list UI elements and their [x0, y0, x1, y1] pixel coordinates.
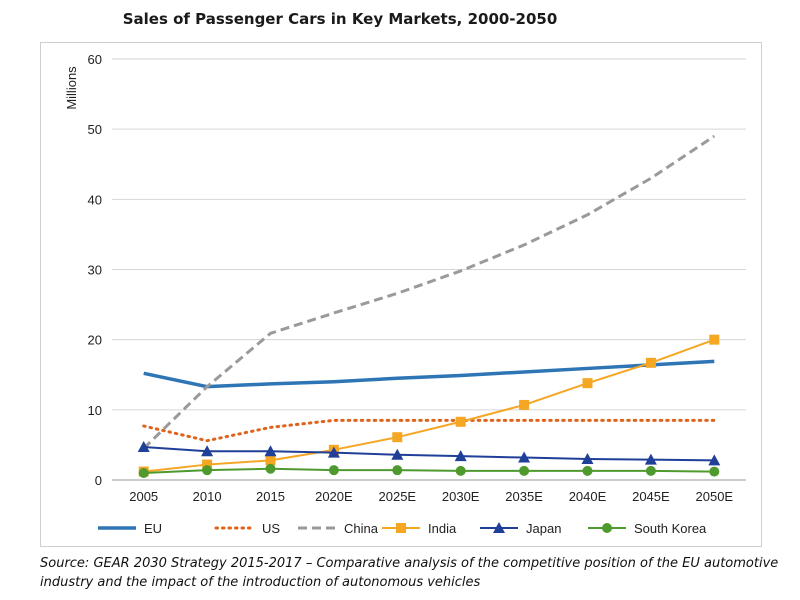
data-point — [645, 465, 656, 476]
series-line — [143, 338, 715, 473]
data-point — [328, 465, 339, 476]
legend-item: India — [382, 521, 457, 536]
data-point — [264, 445, 277, 457]
y-axis-ticks: 0 10 20 30 40 50 60 — [88, 52, 102, 488]
data-point — [137, 441, 150, 453]
legend-label: Japan — [526, 521, 561, 536]
legend-item: EU — [98, 521, 162, 536]
y-tick-label: 50 — [88, 122, 102, 137]
y-axis-label: Millions — [64, 66, 79, 110]
data-point — [265, 463, 276, 474]
data-point — [709, 334, 720, 345]
source-note: Source: GEAR 2030 Strategy 2015-2017 – C… — [40, 556, 779, 590]
series-china — [142, 134, 716, 450]
data-point — [265, 455, 276, 466]
legend-item: Japan — [480, 521, 561, 536]
data-point — [645, 357, 656, 368]
data-point — [581, 452, 594, 464]
series-eu — [143, 359, 715, 389]
data-point — [708, 454, 721, 466]
data-point — [327, 446, 340, 458]
legend-label: South Korea — [634, 521, 707, 536]
legend-item: South Korea — [588, 521, 707, 536]
data-point — [392, 465, 403, 476]
legend-label: India — [428, 521, 457, 536]
y-tick-label: 40 — [88, 192, 102, 207]
series-line — [142, 418, 716, 443]
data-point — [454, 450, 467, 462]
y-tick-label: 10 — [88, 403, 102, 418]
series-line — [142, 134, 716, 450]
grid-lines — [112, 58, 746, 481]
data-point — [582, 378, 593, 389]
x-tick-label: 2010 — [193, 489, 222, 504]
data-point — [519, 465, 530, 476]
x-tick-label: 2005 — [129, 489, 158, 504]
legend-marker — [602, 523, 612, 533]
data-point — [455, 465, 466, 476]
x-tick-label: 2050E — [696, 489, 734, 504]
legend-label: US — [262, 521, 280, 536]
chart-frame — [40, 42, 762, 547]
line-chart: 0 10 20 30 40 50 60 2005 2010 2015 2020E 2025E 2030… — [64, 52, 746, 536]
legend: EU US China India Japan South Korea — [98, 521, 707, 536]
x-tick-label: 2045E — [632, 489, 670, 504]
y-tick-label: 60 — [88, 52, 102, 67]
legend-marker — [396, 523, 406, 533]
data-point — [455, 416, 466, 427]
x-tick-label: 2035E — [505, 489, 543, 504]
data-point — [202, 459, 213, 470]
data-point — [201, 445, 214, 457]
series-south-korea — [138, 463, 720, 478]
chart-title: Sales of Passenger Cars in Key Markets, … — [122, 10, 558, 28]
series-us — [142, 418, 716, 443]
series-line — [143, 446, 715, 462]
legend-label: China — [344, 521, 379, 536]
y-tick-label: 30 — [88, 263, 102, 278]
data-point — [391, 448, 404, 460]
data-point — [582, 465, 593, 476]
data-point — [644, 453, 657, 465]
x-tick-label: 2015 — [256, 489, 285, 504]
x-tick-label: 2020E — [315, 489, 353, 504]
series-layer — [137, 134, 721, 478]
x-tick-label: 2040E — [569, 489, 607, 504]
series-line — [143, 467, 715, 474]
x-tick-label: 2030E — [442, 489, 480, 504]
data-point — [518, 451, 531, 463]
legend-label: EU — [144, 521, 162, 536]
y-tick-label: 20 — [88, 333, 102, 348]
data-point — [202, 465, 213, 476]
data-point — [519, 399, 530, 410]
data-point — [392, 432, 403, 443]
data-point — [709, 466, 720, 477]
series-line — [143, 359, 715, 389]
data-point — [138, 467, 149, 478]
legend-item: China — [298, 521, 379, 536]
legend-item: US — [214, 521, 280, 536]
legend-marker — [493, 522, 505, 533]
series-japan — [137, 441, 721, 466]
x-axis-ticks: 2005 2010 2015 2020E 2025E 2030E 2035E 2040E 204… — [129, 489, 733, 504]
x-tick-label: 2025E — [379, 489, 417, 504]
y-tick-label: 0 — [95, 473, 102, 488]
